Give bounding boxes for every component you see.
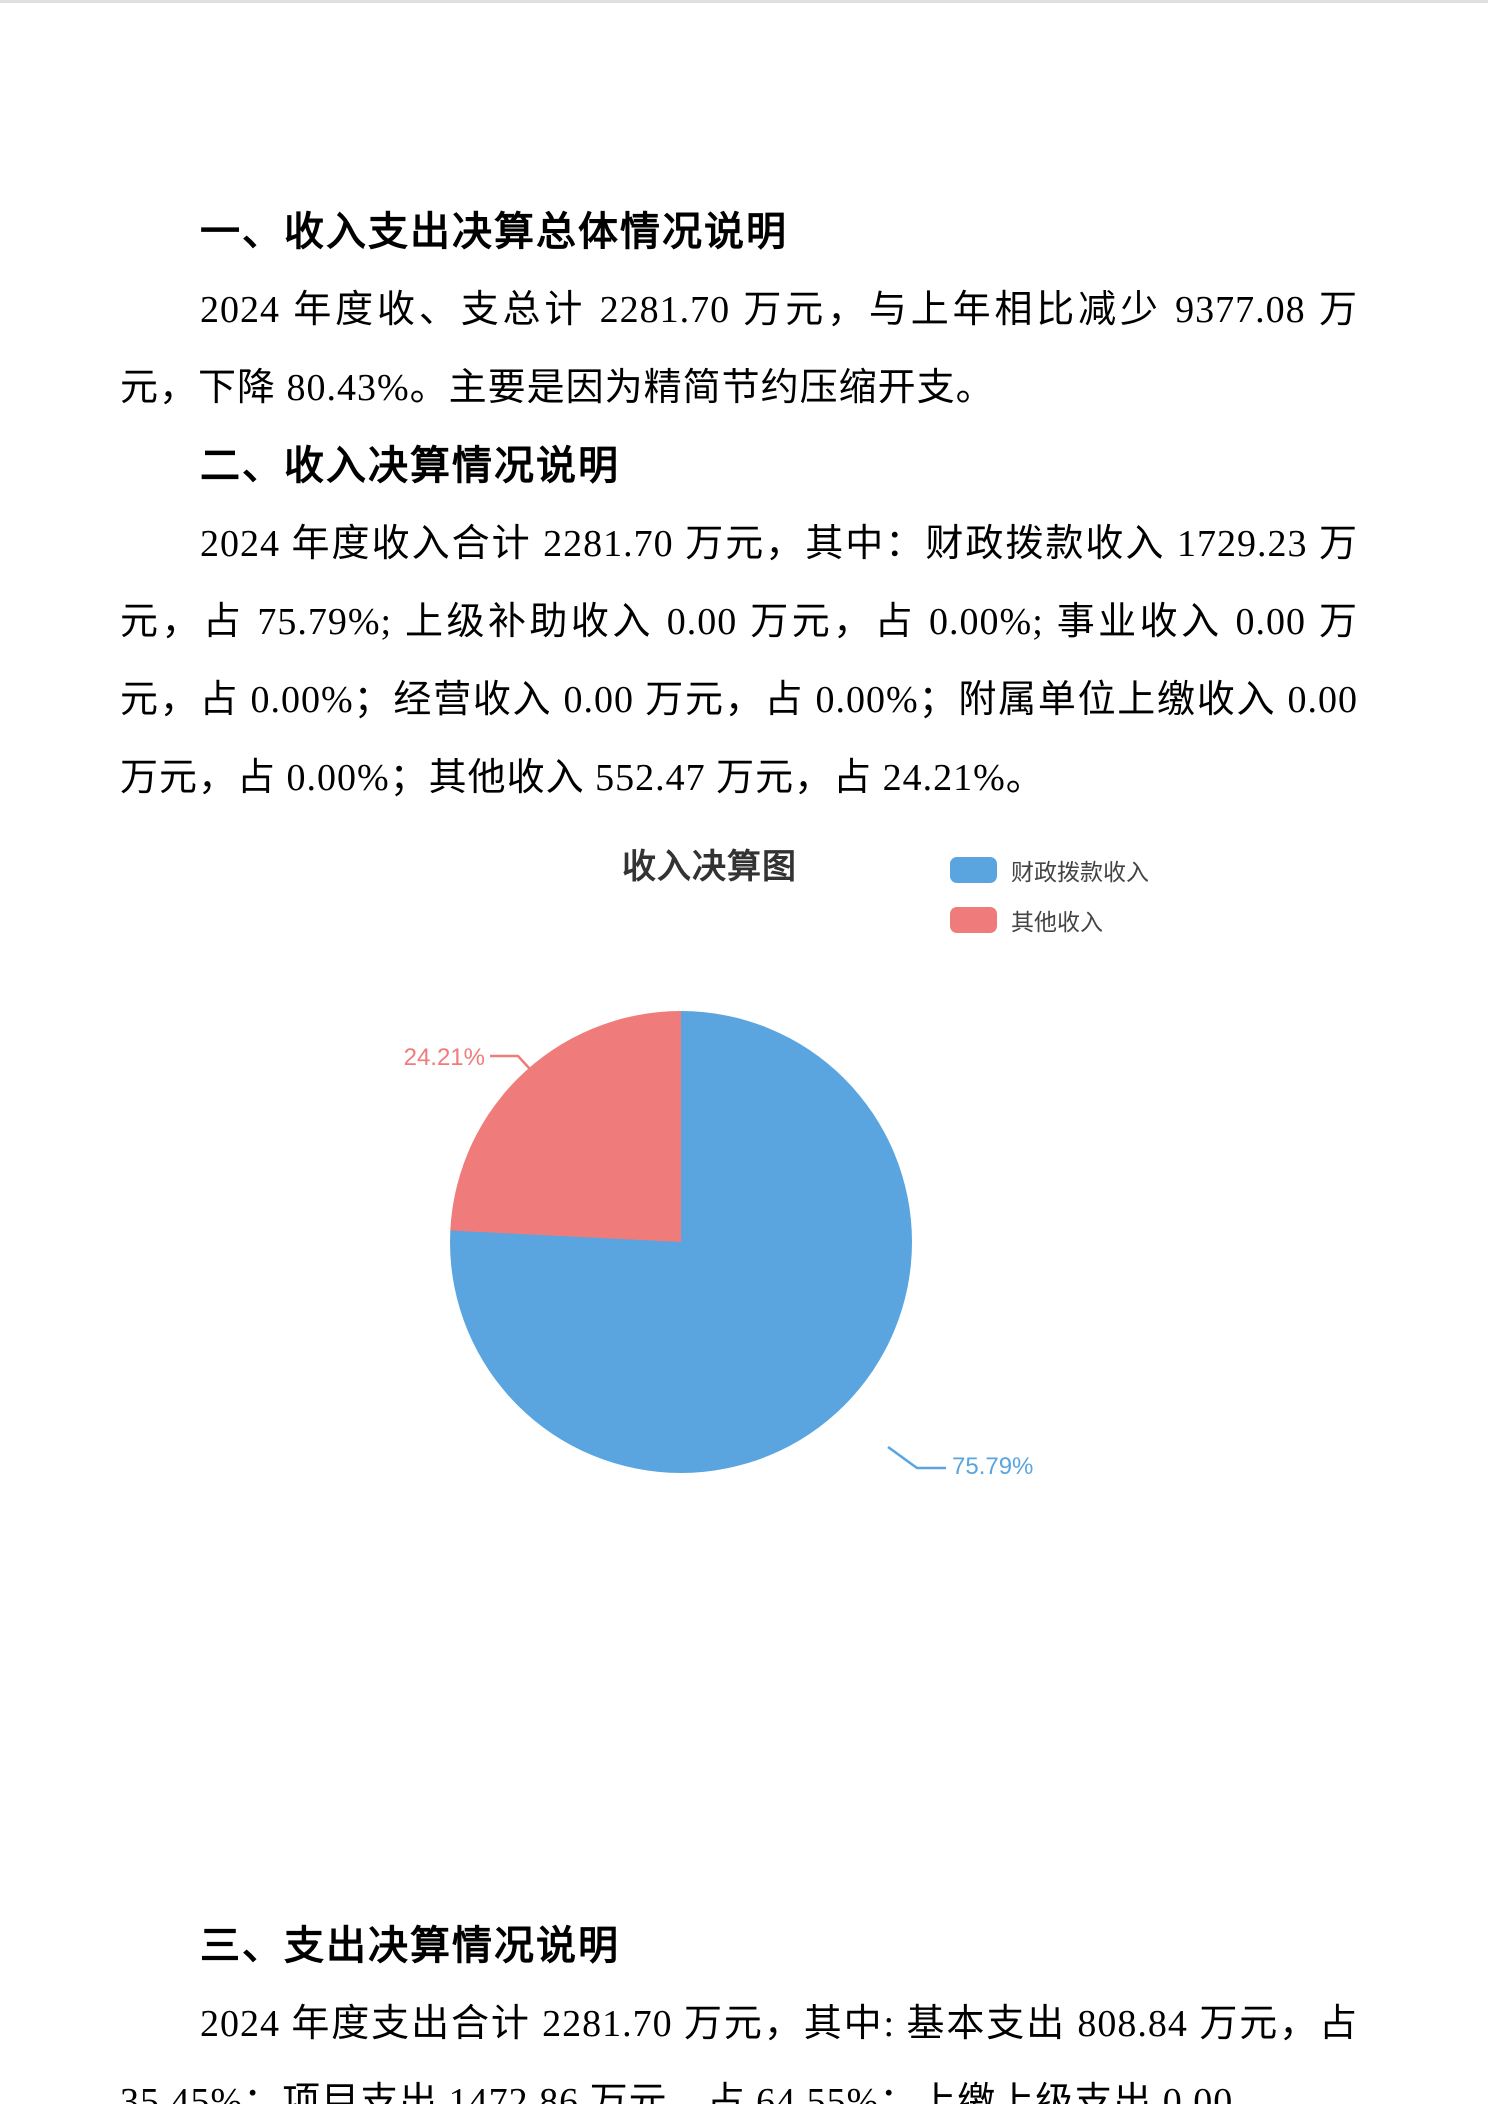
section-2-paragraph: 2024 年度收入合计 2281.70 万元，其中：财政拨款收入 1729.23… — [120, 523, 1358, 799]
content: 一、收入支出决算总体情况说明 2024 年度收、支总计 2281.70 万元，与… — [0, 3, 1488, 817]
legend-label-other: 其他收入 — [1011, 909, 1103, 935]
pie-label-other: 24.21% — [403, 1044, 485, 1071]
chart-legend: 财政拨款收入 其他收入 — [950, 853, 1149, 937]
section-2-heading: 二、收入决算情况说明 — [200, 444, 620, 488]
legend-item-other: 其他收入 — [950, 903, 1149, 937]
legend-label-fiscal: 财政拨款收入 — [1011, 859, 1149, 885]
legend-swatch-other-icon — [950, 907, 997, 933]
section-3-paragraph: 2024 年度支出合计 2281.70 万元，其中: 基本支出 808.84 万… — [120, 2003, 1358, 2104]
content-bottom: 三、支出决算情况说明 2024 年度支出合计 2281.70 万元，其中: 基本… — [0, 1717, 1488, 2104]
chart-title: 收入决算图 — [622, 848, 797, 886]
legend-swatch-fiscal-icon — [950, 857, 997, 883]
section-1-paragraph: 2024 年度收、支总计 2281.70 万元，与上年相比减少 9377.08 … — [120, 289, 1358, 409]
pie-label-fiscal: 75.79% — [952, 1453, 1034, 1480]
legend-item-fiscal: 财政拨款收入 — [950, 853, 1149, 887]
leader-line-fiscal — [887, 1445, 946, 1470]
section-3-heading: 三、支出决算情况说明 — [200, 1924, 620, 1968]
income-pie-figure: 收入决算图 财政拨款收入 其他收入 24.21% 75.79% — [0, 817, 1488, 1717]
section-1-heading: 一、收入支出决算总体情况说明 — [200, 210, 788, 254]
pie-chart — [450, 1011, 912, 1473]
